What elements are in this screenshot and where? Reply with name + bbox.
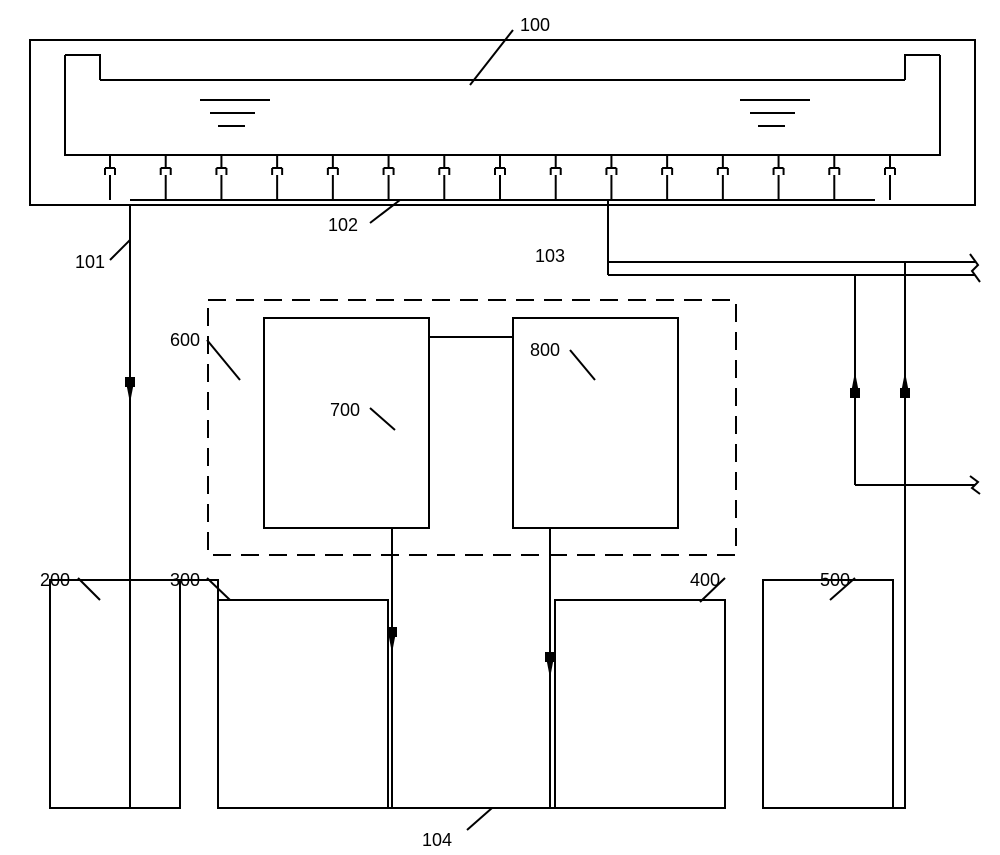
- label-600: 600: [170, 330, 200, 351]
- label-104: 104: [422, 830, 452, 851]
- label-500: 500: [820, 570, 850, 591]
- diagram-svg: [0, 0, 1000, 855]
- label-100: 100: [520, 15, 550, 36]
- label-103: 103: [535, 246, 565, 267]
- label-200: 200: [40, 570, 70, 591]
- diagram-canvas: 100 101 102 103 104 200 300 400 500 600 700 800: [0, 0, 1000, 855]
- label-101: 101: [75, 252, 105, 273]
- label-102: 102: [328, 215, 358, 236]
- label-700: 700: [330, 400, 360, 421]
- label-400: 400: [690, 570, 720, 591]
- label-300: 300: [170, 570, 200, 591]
- label-800: 800: [530, 340, 560, 361]
